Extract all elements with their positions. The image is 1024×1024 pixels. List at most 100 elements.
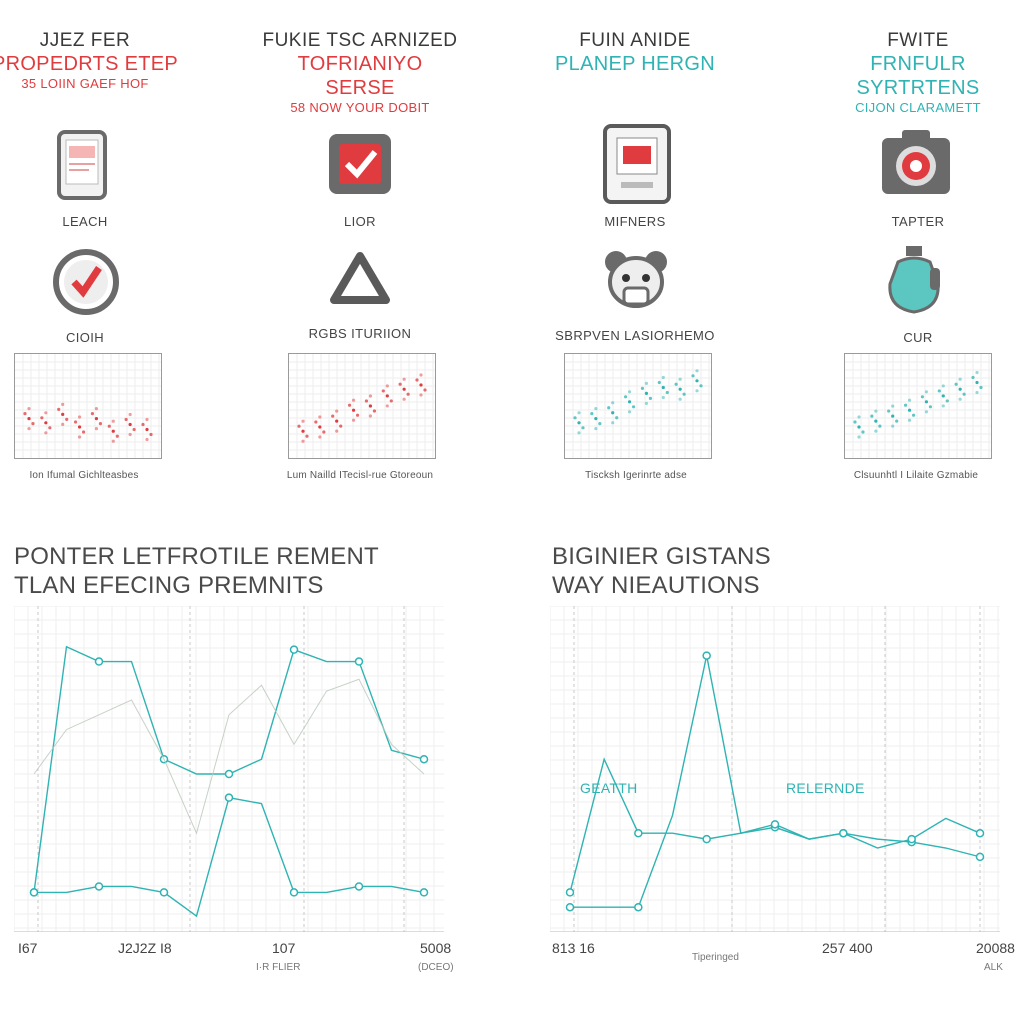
data-point	[61, 402, 65, 406]
data-point	[419, 393, 423, 397]
data-point	[634, 902, 643, 912]
data-point	[94, 417, 99, 421]
data-point	[975, 828, 985, 838]
data-point	[27, 407, 31, 411]
data-point	[29, 888, 39, 897]
data-point	[631, 405, 636, 409]
camera-icon	[882, 130, 950, 194]
icon-label: CIOIH	[65, 330, 105, 345]
column-subtext: CIJON CLARAMETT	[855, 100, 981, 115]
data-point	[874, 419, 878, 423]
data-point	[627, 400, 632, 404]
icon-label: CUR	[903, 330, 933, 345]
data-point	[107, 424, 111, 428]
x-tick-label: J2J2Z I8	[118, 940, 172, 956]
big-chart-2-title: BIGINIER GISTANS WAY NIEAUTIONS	[552, 542, 771, 600]
data-point	[577, 421, 581, 425]
data-point	[368, 414, 373, 418]
data-point	[372, 409, 377, 413]
data-point	[351, 418, 356, 422]
column-title: FUIN ANIDE	[579, 30, 691, 51]
chart-title-line: WAY NIEAUTIONS	[552, 572, 760, 599]
icon-label: RGBS ITURIION	[308, 326, 412, 341]
data-point	[402, 387, 406, 391]
data-point	[48, 426, 52, 430]
chart-annotation: RELERNDE	[786, 780, 865, 796]
checkbox-icon	[329, 134, 391, 194]
icon-label: SBRPVEN LASIORHEMO	[555, 328, 715, 343]
mini-chart-plot	[289, 354, 435, 458]
x-tick-label: 107	[272, 940, 296, 956]
data-point	[695, 369, 699, 373]
data-point	[94, 407, 99, 411]
data-point	[979, 385, 983, 390]
data-point	[301, 439, 305, 443]
data-point	[770, 820, 780, 829]
data-point	[385, 384, 389, 388]
data-point	[657, 380, 661, 385]
data-point	[398, 382, 402, 386]
data-point	[962, 392, 966, 396]
data-point	[61, 422, 65, 426]
data-point	[111, 419, 115, 423]
data-point	[907, 408, 912, 412]
data-point	[77, 425, 82, 429]
data-point	[44, 431, 48, 435]
data-point	[419, 754, 429, 764]
data-point	[385, 394, 389, 398]
data-point	[870, 414, 874, 418]
data-point	[23, 412, 27, 416]
mini-chart-1	[14, 353, 162, 459]
bear-face-icon	[605, 251, 667, 308]
data-point	[419, 383, 423, 387]
data-point	[354, 657, 364, 666]
icon-label: TAPTER	[891, 214, 945, 229]
big-chart-2-plot	[550, 606, 1000, 932]
mini-chart-caption: Tiscksh Igerinrte adse	[585, 470, 687, 481]
data-point	[40, 416, 44, 420]
data-point	[565, 902, 575, 912]
mini-chart-plot	[15, 354, 161, 458]
data-point	[907, 418, 912, 422]
data-point	[891, 414, 895, 418]
data-point	[644, 381, 649, 385]
data-point	[368, 394, 373, 398]
data-point	[661, 375, 665, 380]
data-point	[289, 645, 299, 654]
data-point	[423, 388, 427, 392]
data-point	[224, 793, 234, 802]
data-point	[77, 435, 82, 439]
data-point	[941, 404, 945, 408]
data-point	[159, 888, 169, 897]
data-point	[611, 421, 615, 425]
data-point	[661, 395, 665, 400]
data-point	[94, 427, 99, 431]
data-point	[389, 399, 393, 403]
data-point	[573, 416, 577, 420]
data-point	[402, 397, 406, 401]
data-point	[27, 417, 31, 421]
data-point	[415, 378, 419, 382]
data-point	[94, 657, 104, 666]
triangle-icon	[330, 252, 390, 304]
data-point	[314, 420, 318, 424]
icon-label: MIFNERS	[604, 214, 666, 229]
mini-chart-plot	[845, 354, 991, 458]
mini-chart-caption: Lum Nailld ITecisl-rue Gtoreoun	[286, 470, 434, 481]
data-point	[695, 389, 699, 393]
big-chart-1-plot	[14, 606, 444, 932]
data-point	[98, 422, 103, 426]
data-point	[975, 370, 979, 375]
data-point	[305, 434, 309, 438]
data-point	[577, 411, 581, 415]
data-point	[691, 374, 695, 378]
data-point	[920, 395, 925, 399]
data-point	[941, 394, 945, 398]
data-point	[878, 424, 882, 428]
data-point	[702, 651, 711, 660]
data-point	[419, 888, 429, 897]
data-point	[385, 404, 389, 408]
data-point	[347, 403, 352, 407]
check-circle-icon	[53, 249, 119, 315]
series-line	[33, 645, 425, 893]
